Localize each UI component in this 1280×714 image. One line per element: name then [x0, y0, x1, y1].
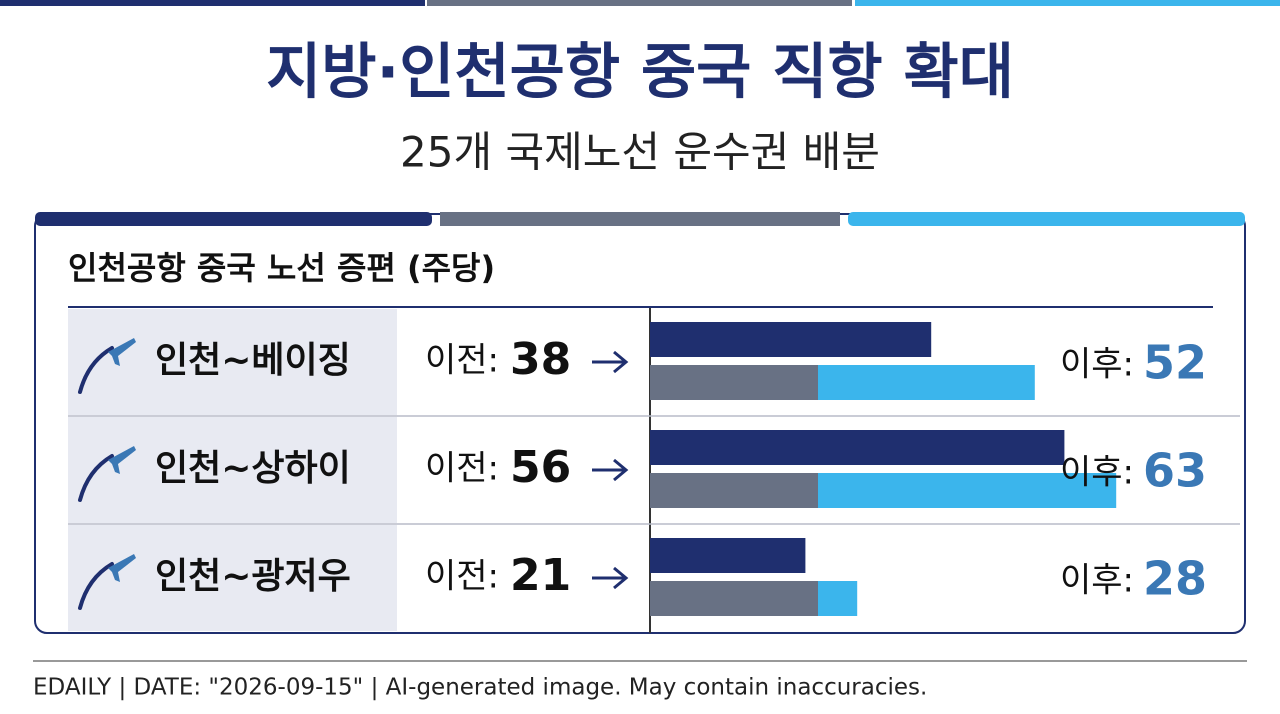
plane-trail: [78, 562, 114, 610]
before-label: 이전:: [425, 557, 499, 597]
arrow: [592, 350, 629, 374]
after-value: 28: [1143, 552, 1207, 606]
row-label-bg: [68, 309, 397, 415]
before-value: 38: [510, 334, 571, 385]
top-strip: [427, 0, 852, 6]
before-value: 21: [510, 550, 571, 601]
panel-strip: [35, 212, 432, 226]
row-label-bg: [68, 525, 397, 631]
top-strip: [0, 0, 425, 6]
footer: EDAILY | DATE: "2026-09-15" | AI-generat…: [33, 675, 927, 701]
panel-strip: [848, 212, 1245, 226]
after-label: 이후:: [1060, 345, 1134, 385]
bar-before: [650, 538, 806, 573]
top-strip: [855, 0, 1280, 6]
bar-after-base: [650, 581, 818, 616]
category-label: 인천~상하이: [155, 448, 351, 489]
plane-icon: [108, 446, 136, 474]
plane-trail: [78, 346, 114, 394]
after-label: 이후:: [1060, 561, 1134, 601]
bar-before: [650, 322, 932, 357]
bar-after-base: [650, 365, 818, 400]
arrow: [592, 458, 629, 482]
plane-icon: [108, 338, 136, 366]
title: 지방·인천공항 중국 직항 확대: [266, 38, 1014, 108]
bar-after-base: [650, 473, 818, 508]
plane-trail: [78, 454, 114, 502]
before-label: 이전:: [425, 449, 499, 489]
after-label: 이후:: [1060, 453, 1134, 493]
panel-strip: [440, 212, 840, 226]
before-label: 이전:: [425, 341, 499, 381]
bar-before: [650, 430, 1065, 465]
chart-title: 인천공항 중국 노선 증편 (주당): [68, 249, 495, 287]
before-value: 56: [510, 442, 571, 493]
category-label: 인천~광저우: [155, 556, 351, 597]
after-value: 63: [1143, 444, 1207, 498]
subtitle: 25개 국제노선 운수권 배분: [400, 128, 880, 177]
arrow: [592, 566, 629, 590]
row-label-bg: [68, 417, 397, 523]
after-value: 52: [1143, 336, 1207, 390]
plane-icon: [108, 554, 136, 582]
category-label: 인천~베이징: [155, 340, 351, 381]
